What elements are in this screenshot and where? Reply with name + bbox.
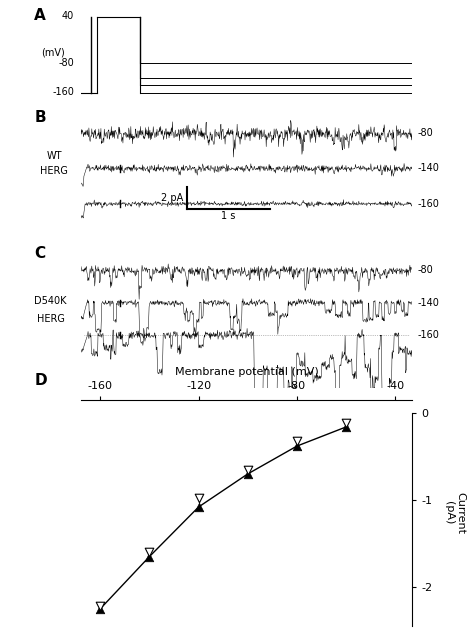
Text: (mV): (mV) [41, 47, 64, 58]
Text: -80: -80 [417, 128, 433, 138]
Point [146, 551, 153, 562]
Point [244, 469, 252, 479]
Point [96, 604, 104, 614]
Text: C: C [34, 246, 45, 261]
X-axis label: Membrane potential (mV): Membrane potential (mV) [174, 367, 319, 378]
Point [244, 465, 252, 475]
Text: -160: -160 [52, 87, 74, 96]
Text: D540K: D540K [35, 296, 67, 306]
Text: 40: 40 [62, 12, 74, 21]
Text: 1 s: 1 s [221, 212, 236, 222]
Text: B: B [34, 110, 46, 125]
Point [96, 601, 104, 612]
Text: A: A [34, 8, 46, 23]
Text: -80: -80 [417, 265, 433, 275]
Y-axis label: Current
(pA): Current (pA) [444, 492, 465, 534]
Text: -140: -140 [417, 164, 439, 174]
Point [342, 419, 350, 429]
Text: -80: -80 [58, 58, 74, 68]
Text: -140: -140 [417, 298, 439, 307]
Point [342, 422, 350, 432]
Point [195, 493, 202, 504]
Point [146, 547, 153, 557]
Text: WT: WT [46, 151, 62, 161]
Text: 2 pA: 2 pA [161, 193, 183, 203]
Text: -160: -160 [417, 199, 439, 209]
Point [293, 441, 301, 451]
Point [293, 436, 301, 446]
Point [195, 502, 202, 512]
Text: HERG: HERG [40, 166, 68, 176]
Text: HERG: HERG [37, 314, 64, 323]
Text: D: D [34, 373, 47, 388]
Text: -160: -160 [417, 330, 439, 340]
